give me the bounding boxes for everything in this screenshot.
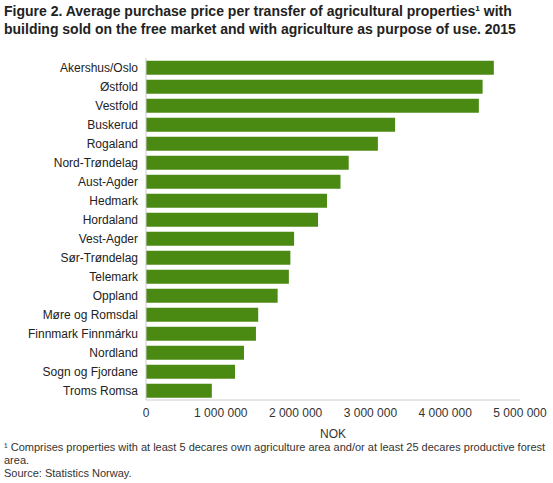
svg-text:Hedmark: Hedmark: [89, 194, 139, 208]
svg-text:Troms Romsa: Troms Romsa: [63, 384, 138, 398]
svg-text:Finnmark Finnmárku: Finnmark Finnmárku: [28, 327, 138, 341]
html-text:¹ Comprises properties with at: ¹ Comprises properties with at least 5 d…: [4, 441, 546, 466]
svg-text:Aust-Agder: Aust-Agder: [78, 175, 138, 189]
svg-text:Vestfold: Vestfold: [95, 99, 138, 113]
html-text:Source: Statistics Norway.: Source: Statistics Norway.: [4, 467, 132, 479]
svg-text:Akershus/Oslo: Akershus/Oslo: [60, 61, 138, 75]
svg-text:Oppland: Oppland: [93, 289, 138, 303]
svg-text:0: 0: [143, 406, 150, 420]
svg-text:Østfold: Østfold: [100, 80, 138, 94]
svg-text:Buskerud: Buskerud: [87, 118, 138, 132]
svg-text:Sogn og Fjordane: Sogn og Fjordane: [43, 365, 139, 379]
svg-text:3 000 000: 3 000 000: [344, 406, 398, 420]
svg-text:Telemark: Telemark: [89, 270, 139, 284]
svg-text:1 000 000: 1 000 000: [194, 406, 248, 420]
svg-text:Sør-Trøndelag: Sør-Trøndelag: [60, 251, 138, 265]
svg-text:5 000 000: 5 000 000: [493, 406, 545, 420]
svg-text:Vest-Agder: Vest-Agder: [79, 232, 138, 246]
svg-text:2 000 000: 2 000 000: [269, 406, 323, 420]
svg-text:NOK: NOK: [320, 427, 346, 440]
svg-text:Rogaland: Rogaland: [87, 137, 138, 151]
html-text:Figure 2. Average purchase pri: Figure 2. Average purchase price per tra…: [4, 3, 516, 37]
svg-text:4 000 000: 4 000 000: [419, 406, 473, 420]
svg-text:Nord-Trøndelag: Nord-Trøndelag: [54, 156, 138, 170]
svg-text:Nordland: Nordland: [89, 346, 138, 360]
svg-text:Møre og Romsdal: Møre og Romsdal: [43, 308, 138, 322]
svg-text:Hordaland: Hordaland: [83, 213, 138, 227]
